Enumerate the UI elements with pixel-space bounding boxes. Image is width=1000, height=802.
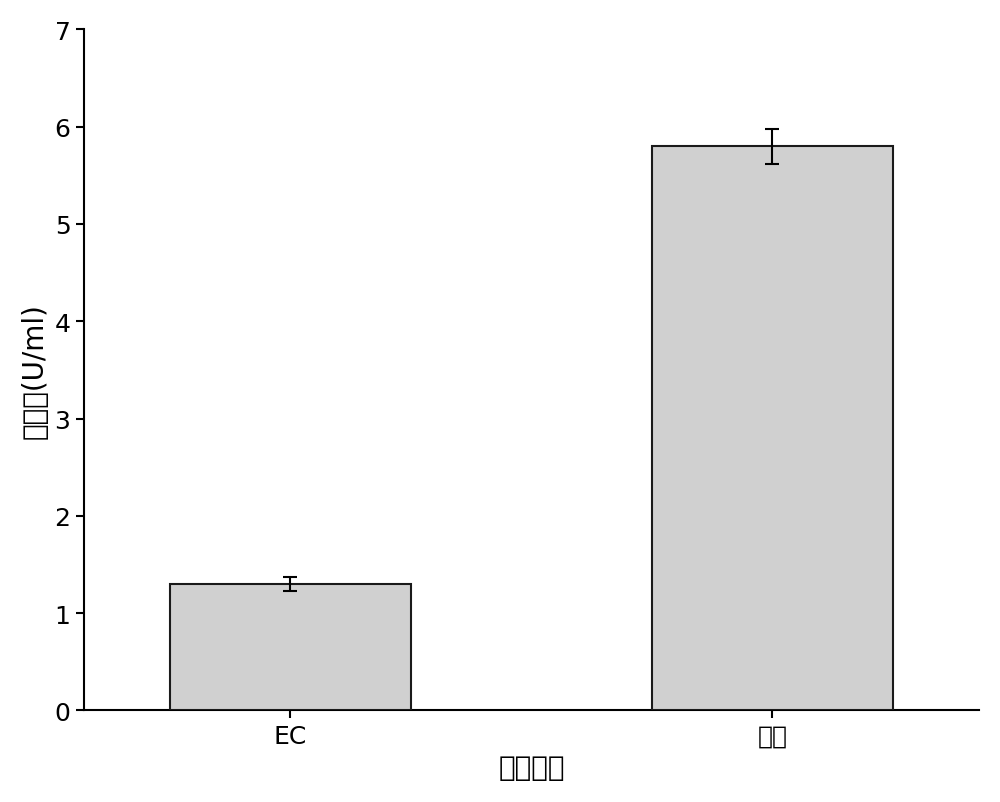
Y-axis label: 醂活力(U/ml): 醂活力(U/ml) [21, 302, 49, 438]
Bar [170, 584, 411, 711]
X-axis label: 底物种类: 底物种类 [498, 753, 565, 781]
Bar [652, 147, 893, 711]
